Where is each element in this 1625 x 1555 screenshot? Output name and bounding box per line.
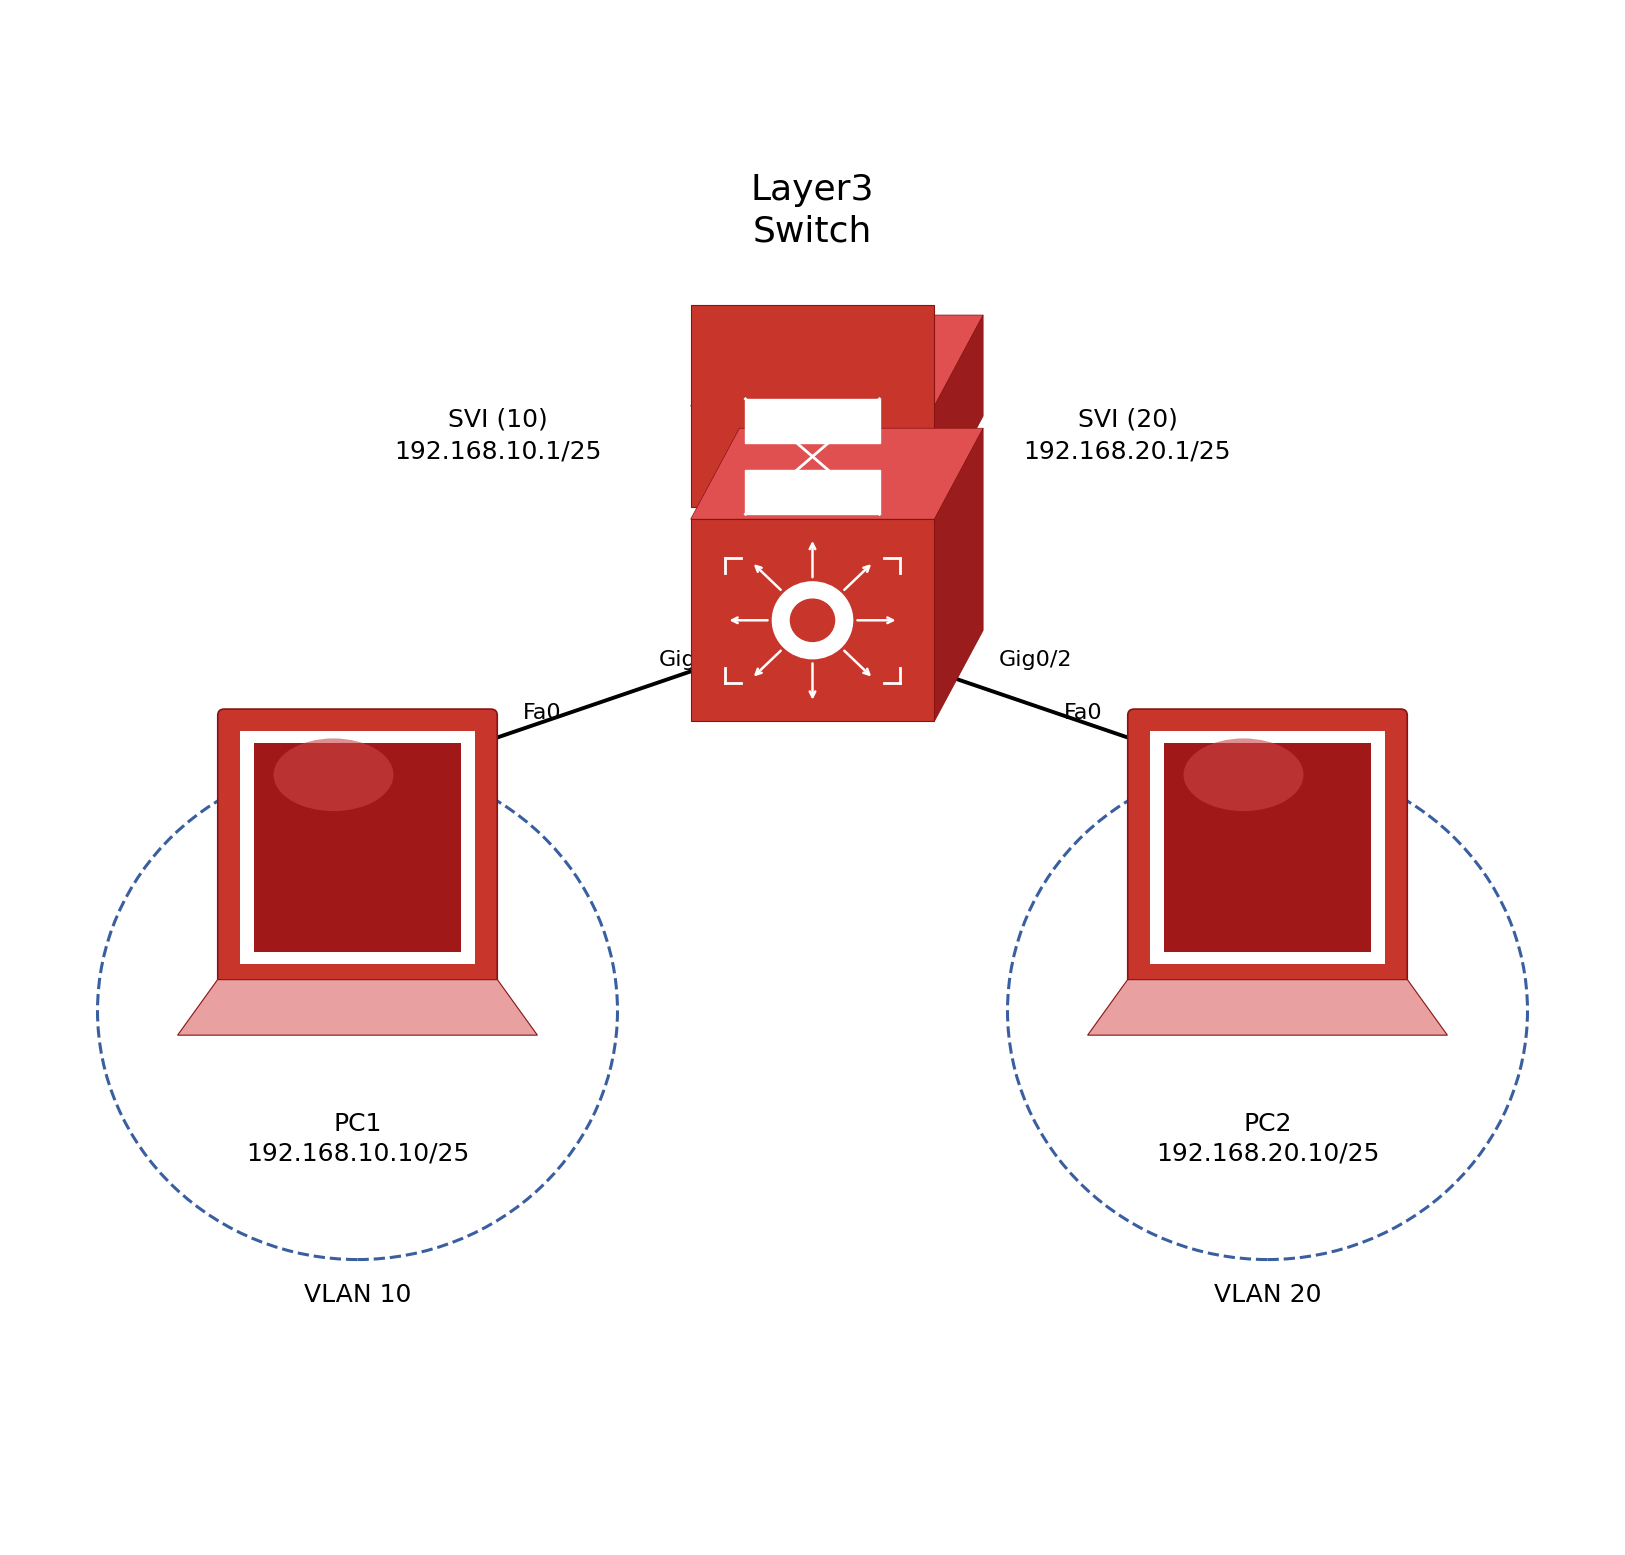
FancyBboxPatch shape	[1128, 709, 1407, 986]
Polygon shape	[691, 316, 983, 406]
FancyBboxPatch shape	[218, 709, 497, 986]
FancyBboxPatch shape	[691, 519, 934, 722]
FancyBboxPatch shape	[1164, 743, 1372, 952]
Polygon shape	[934, 316, 983, 507]
FancyBboxPatch shape	[1150, 731, 1384, 964]
Text: Fa0: Fa0	[523, 703, 561, 723]
FancyBboxPatch shape	[254, 743, 462, 952]
Text: Gig0/1: Gig0/1	[660, 650, 733, 670]
Ellipse shape	[273, 739, 393, 812]
Polygon shape	[934, 428, 983, 722]
Text: VLAN 10: VLAN 10	[304, 1283, 411, 1306]
Text: Fa0: Fa0	[1064, 703, 1102, 723]
FancyBboxPatch shape	[691, 305, 934, 507]
Circle shape	[772, 582, 853, 659]
FancyBboxPatch shape	[746, 400, 879, 443]
Circle shape	[790, 599, 835, 641]
Polygon shape	[691, 428, 983, 519]
FancyBboxPatch shape	[746, 470, 879, 515]
Text: PC2
192.168.20.10/25: PC2 192.168.20.10/25	[1155, 1112, 1380, 1166]
Polygon shape	[1087, 980, 1448, 1036]
Text: VLAN 20: VLAN 20	[1214, 1283, 1321, 1306]
Text: SVI (20)
192.168.20.1/25: SVI (20) 192.168.20.1/25	[1024, 407, 1232, 463]
Text: PC1
192.168.10.10/25: PC1 192.168.10.10/25	[245, 1112, 470, 1166]
Ellipse shape	[1183, 739, 1303, 812]
Text: Layer3
Switch: Layer3 Switch	[751, 173, 874, 249]
Text: SVI (10)
192.168.10.1/25: SVI (10) 192.168.10.1/25	[393, 407, 601, 463]
FancyBboxPatch shape	[240, 731, 474, 964]
Polygon shape	[177, 980, 538, 1036]
Text: Gig0/2: Gig0/2	[998, 650, 1072, 670]
